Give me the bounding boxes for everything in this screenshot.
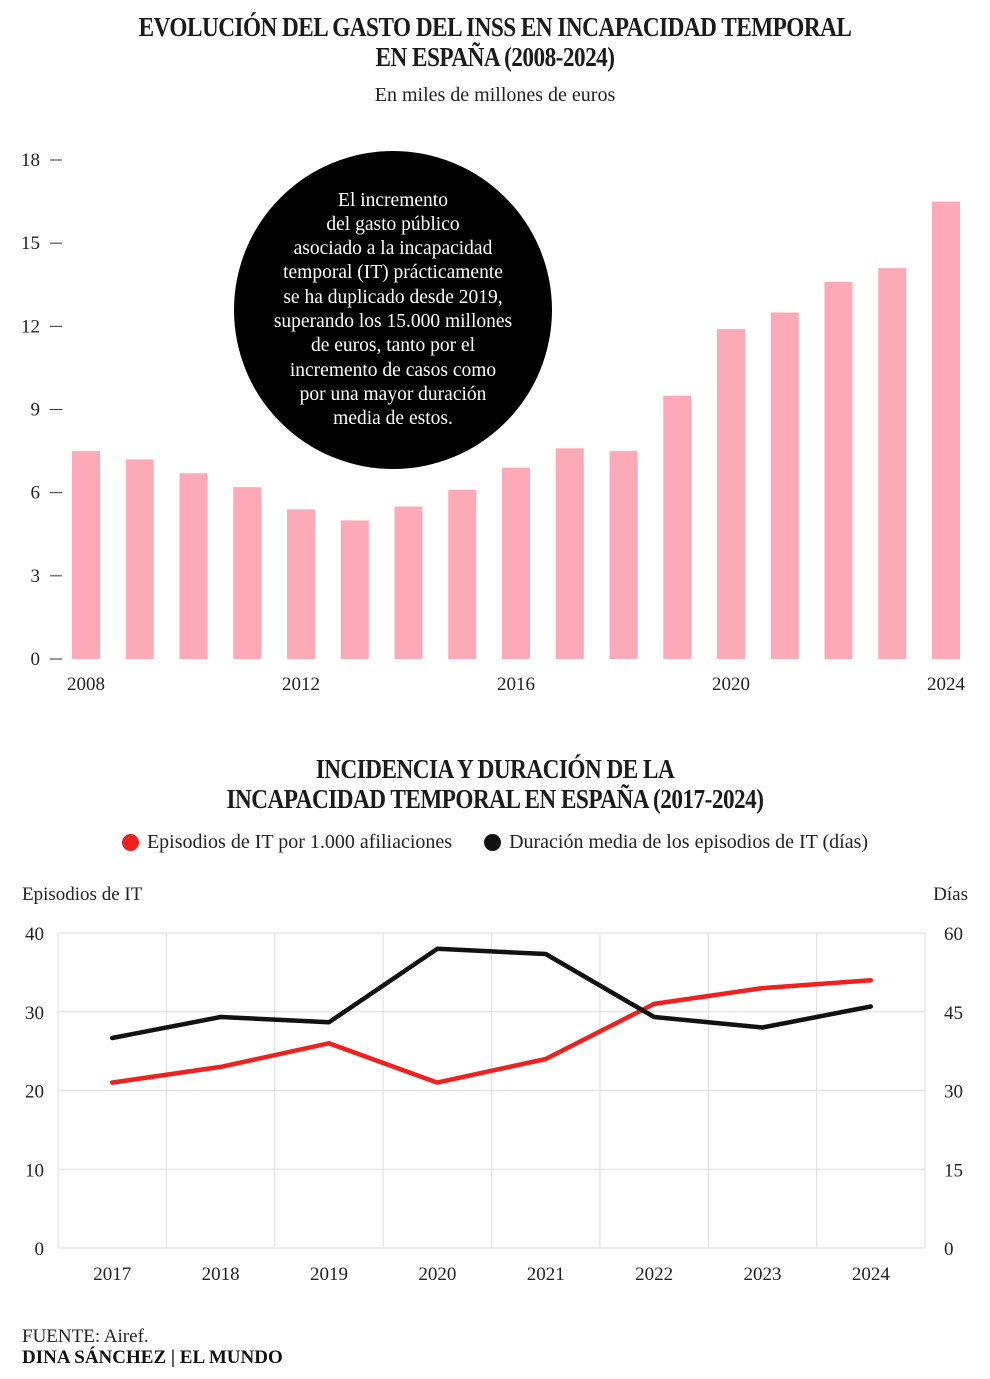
bar-2009 xyxy=(125,459,154,659)
left-axis-title: Episodios de IT xyxy=(22,884,143,905)
bar-2016 xyxy=(502,467,530,659)
annotation-line: por una mayor duración xyxy=(299,383,487,405)
bar-2024 xyxy=(932,201,960,660)
annotation-line: media de estos. xyxy=(333,408,453,430)
y-tick-label: 18 xyxy=(21,150,40,171)
bar-chart-title-line-2: EN ESPAÑA (2008-2024) xyxy=(375,42,616,72)
bar-chart-title: EVOLUCIÓN DEL GASTO DEL INSS EN INCAPACI… xyxy=(69,12,920,72)
annotation-text: El incremento del gasto público asociado a… xyxy=(248,189,538,432)
annotation-line: El incremento xyxy=(338,189,448,211)
annotation-line: asociado a la incapacidad xyxy=(293,238,493,260)
bar-2020 xyxy=(717,329,745,659)
source-note: FUENTE: Airef. xyxy=(22,1326,149,1347)
x-tick-label: 2023 xyxy=(743,1264,781,1285)
legend-item-duracion: Duración media de los episodios de IT (d… xyxy=(484,831,868,854)
bar-2021 xyxy=(770,312,799,659)
legend-label-episodios: Episodios de IT por 1.000 afiliaciones xyxy=(146,831,453,853)
right-y-tick-label: 0 xyxy=(944,1239,954,1260)
bar-2017 xyxy=(555,448,584,659)
right-y-tick-label: 45 xyxy=(944,1003,963,1024)
bar-2018 xyxy=(609,451,638,659)
left-y-tick-label: 0 xyxy=(35,1239,45,1260)
x-tick-label: 2019 xyxy=(310,1264,348,1285)
bar-2010 xyxy=(179,473,208,659)
line-chart-title-line-1: INCIDENCIA Y DURACIÓN DE LA xyxy=(315,754,675,784)
x-tick-label: 2024 xyxy=(852,1264,891,1285)
bar-chart-title-line-1: EVOLUCIÓN DEL GASTO DEL INSS EN INCAPACI… xyxy=(138,12,852,42)
left-y-tick-label: 30 xyxy=(25,1003,44,1024)
x-tick-label: 2012 xyxy=(282,674,320,695)
line-chart-legend: Episodios de IT por 1.000 afiliaciones D… xyxy=(0,831,990,854)
bar-chart: 0 3 6 9 12 15 18 2008 2012 2016 2020 2024 xyxy=(21,150,966,695)
y-tick-label: 6 xyxy=(31,483,41,504)
bar-2008 xyxy=(72,451,100,659)
y-tick-label: 12 xyxy=(21,316,40,337)
x-tick-label: 2020 xyxy=(712,674,750,695)
right-y-tick-label: 30 xyxy=(944,1082,963,1103)
x-tick-label: 2020 xyxy=(418,1264,456,1285)
x-tick-label: 2016 xyxy=(497,674,535,695)
bar-chart-subtitle: En miles de millones de euros xyxy=(374,84,616,106)
annotation-line: temporal (IT) prácticamente xyxy=(283,262,503,284)
bar-2022 xyxy=(824,281,853,659)
legend-label-duracion: Duración media de los episodios de IT (d… xyxy=(509,831,869,853)
bar-2019 xyxy=(663,395,692,659)
y-tick-label: 9 xyxy=(31,400,41,421)
line-chart-title: INCIDENCIA Y DURACIÓN DE LA INCAPACIDAD … xyxy=(69,754,920,814)
legend-item-episodios: Episodios de IT por 1.000 afiliaciones xyxy=(121,831,453,854)
legend-dot-black-icon xyxy=(484,834,502,851)
annotation-line: se ha duplicado desde 2019, xyxy=(283,286,503,308)
bar-2014 xyxy=(394,506,423,659)
annotation-bubble: El incremento del gasto público asociado a… xyxy=(234,151,552,469)
series-line-episodios xyxy=(109,978,874,1085)
y-tick-label: 15 xyxy=(21,233,40,254)
bar-2013 xyxy=(340,520,369,659)
annotation-line: del gasto público xyxy=(326,213,460,235)
x-tick-label: 2018 xyxy=(202,1264,240,1285)
bar-2011 xyxy=(233,487,262,659)
x-tick-label: 2017 xyxy=(93,1264,131,1285)
legend-dot-red-icon xyxy=(121,834,139,851)
left-y-tick-label: 40 xyxy=(25,924,44,945)
annotation-line: de euros, tanto por el xyxy=(310,335,476,357)
bar-2012 xyxy=(287,509,315,659)
line-chart-title-line-2: INCAPACIDAD TEMPORAL EN ESPAÑA (2017-202… xyxy=(226,784,764,814)
author-credit: DINA SÁNCHEZ | EL MUNDO xyxy=(22,1347,283,1368)
bar-2023 xyxy=(878,268,907,659)
right-y-tick-label: 60 xyxy=(944,924,963,945)
right-axis-title: Días xyxy=(933,884,968,905)
y-tick-label: 0 xyxy=(31,649,41,670)
y-tick-label: 3 xyxy=(31,566,41,587)
x-tick-label: 2008 xyxy=(67,674,105,695)
bar-2015 xyxy=(448,489,477,659)
x-tick-label: 2024 xyxy=(927,674,966,695)
left-y-tick-label: 20 xyxy=(25,1082,44,1103)
annotation-line: incremento de casos como xyxy=(289,359,497,381)
annotation-line: superando los 15.000 millones xyxy=(273,311,513,332)
x-tick-label: 2022 xyxy=(635,1264,673,1285)
right-y-tick-label: 15 xyxy=(944,1160,963,1181)
left-y-tick-label: 10 xyxy=(25,1160,44,1181)
x-tick-label: 2021 xyxy=(527,1264,565,1285)
series-line-duracion xyxy=(109,946,874,1041)
